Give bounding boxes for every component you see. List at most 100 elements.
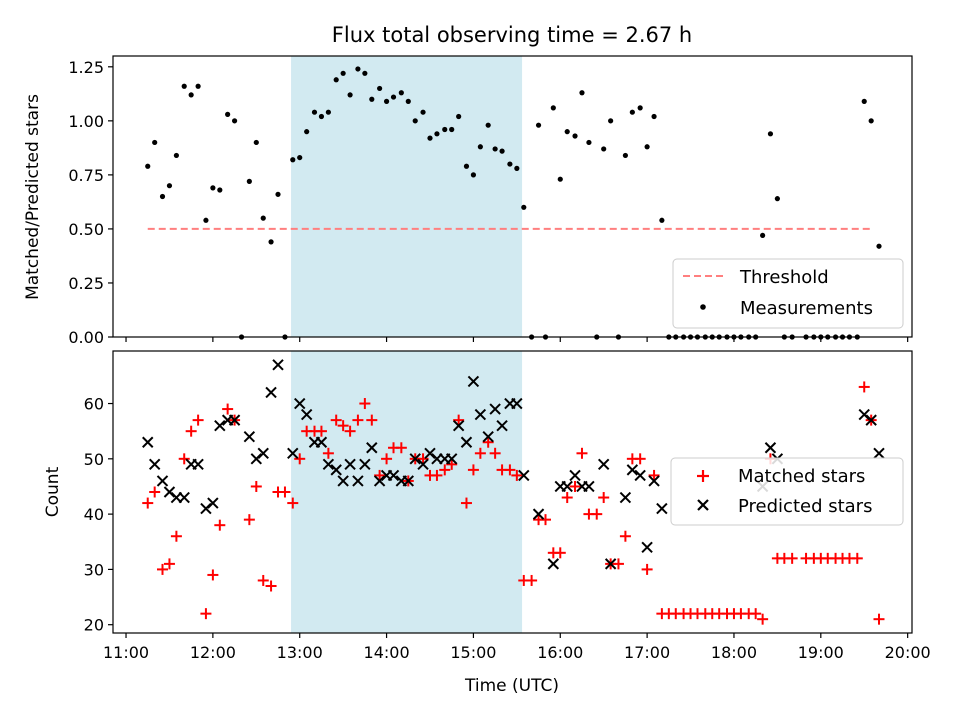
matched-star-point	[366, 414, 378, 426]
top-shaded-region	[291, 56, 523, 337]
measurement-point	[217, 187, 223, 193]
predicted-star-point	[467, 375, 480, 388]
matched-star-point	[417, 453, 429, 465]
measurement-point	[355, 66, 361, 72]
measurement-point	[442, 126, 448, 133]
matched-star-point	[185, 425, 197, 437]
matched-star-point	[504, 464, 516, 476]
measurement-point	[304, 129, 310, 135]
matched-star-point	[858, 381, 870, 393]
legend-predicted-label: Predicted stars	[738, 496, 872, 517]
predicted-star-point	[402, 475, 414, 487]
matched-star-point	[757, 613, 769, 625]
matched-star-point	[374, 469, 386, 481]
predicted-star-point	[344, 458, 356, 471]
matched-star-point	[337, 420, 349, 432]
measurement-point	[485, 122, 491, 128]
predicted-star-point	[511, 397, 523, 410]
predicted-star-point	[315, 436, 328, 448]
matched-star-point	[446, 458, 458, 470]
bottom-y-axis-label: Count	[43, 466, 63, 517]
predicted-star-point	[337, 475, 349, 487]
y-tick-label: 0.75	[68, 166, 104, 185]
measurement-point	[275, 191, 281, 197]
measurement-point	[659, 217, 665, 223]
measurement-point	[195, 83, 201, 89]
top-y-axis-label: Matched/Predicted stars	[23, 94, 43, 300]
measurement-point	[557, 176, 563, 182]
measurement-point	[651, 113, 657, 120]
measurement-point	[868, 118, 874, 124]
measurement-point	[318, 113, 325, 120]
predicted-star-point	[865, 414, 877, 426]
predicted-star-point	[387, 469, 400, 482]
predicted-star-point	[250, 453, 263, 465]
predicted-star-point	[178, 491, 190, 504]
x-tick-label: 13:00	[277, 643, 323, 662]
measurement-point	[390, 94, 397, 100]
y-tick-label: 0.00	[68, 328, 104, 347]
measurement-point	[260, 215, 266, 221]
y-tick-label: 50	[84, 450, 104, 469]
predicted-star-point	[148, 458, 161, 471]
predicted-star-point	[604, 558, 617, 570]
measurement-point	[507, 161, 513, 167]
y-tick-label: 1.00	[68, 112, 104, 131]
predicted-star-point	[417, 458, 429, 471]
predicted-star-point	[452, 419, 465, 432]
predicted-star-point	[228, 414, 241, 426]
predicted-star-point	[265, 386, 277, 399]
measurement-point	[405, 98, 411, 104]
matched-star-point	[431, 469, 443, 481]
measurement-point	[145, 163, 151, 169]
top-x-ticks	[125, 337, 909, 342]
predicted-star-point	[532, 508, 545, 520]
legend-matched-label: Matched stars	[738, 466, 865, 487]
predicted-star-point	[445, 453, 458, 465]
matched-star-point	[207, 569, 219, 581]
predicted-star-point	[424, 447, 436, 460]
matched-star-point	[265, 580, 277, 592]
measurement-point	[477, 144, 483, 150]
matched-star-point	[381, 453, 393, 465]
measurement-point	[550, 105, 556, 111]
measurement-point	[499, 148, 505, 154]
predicted-star-point	[214, 419, 226, 432]
measurement-point	[340, 70, 346, 76]
matched-star-point	[612, 558, 624, 570]
matched-star-point	[395, 442, 407, 454]
matched-star-point	[561, 492, 573, 504]
measurement-point	[463, 163, 470, 169]
predicted-star-point	[294, 397, 306, 410]
matched-star-point	[222, 403, 234, 415]
matched-star-point	[178, 453, 190, 465]
predicted-star-point	[207, 497, 219, 509]
measurement-point	[290, 157, 296, 163]
predicted-star-point	[257, 447, 269, 460]
predicted-star-point	[569, 469, 581, 482]
predicted-star-point	[156, 475, 169, 487]
matched-star-point	[330, 414, 342, 426]
predicted-star-point	[192, 458, 204, 471]
measurement-point	[412, 118, 418, 124]
legend-threshold-label: Threshold	[739, 267, 829, 288]
legend-measurements-marker	[700, 304, 706, 310]
matched-star-point	[359, 398, 371, 410]
matched-star-point	[489, 447, 501, 459]
matched-star-point	[279, 486, 291, 498]
y-tick-label: 40	[84, 505, 104, 524]
predicted-star-point	[656, 502, 668, 515]
measurement-point	[514, 165, 520, 171]
measurement-point	[564, 129, 570, 135]
matched-star-point	[619, 530, 631, 542]
predicted-star-point	[200, 502, 212, 515]
measurement-point	[449, 126, 455, 133]
matched-star-point	[591, 508, 603, 520]
predicted-star-point	[619, 491, 632, 504]
matched-star-point	[294, 453, 306, 465]
measurement-point	[572, 133, 578, 139]
measurement-point	[181, 83, 187, 89]
measurement-point	[246, 178, 252, 184]
measurement-point	[333, 77, 339, 83]
measurement-point	[311, 109, 318, 115]
